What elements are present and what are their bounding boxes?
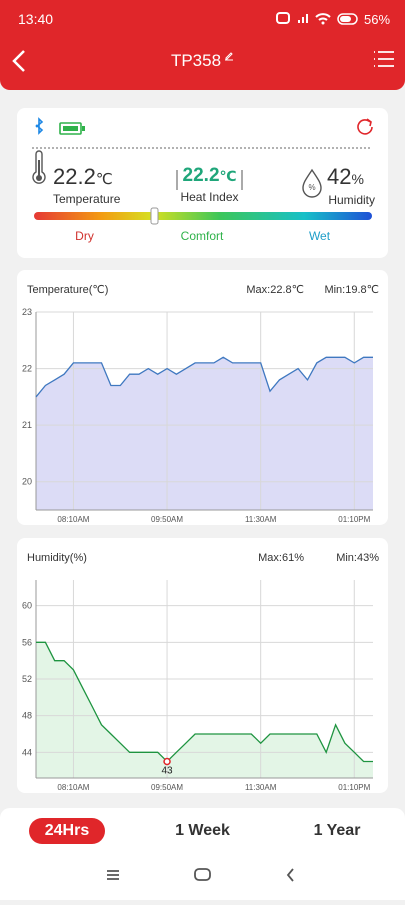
chart-title: Humidity(%) (27, 552, 87, 564)
y-tick-label: 23 (22, 307, 32, 317)
status-icons (276, 12, 358, 25)
x-tick-label: 08:10AM (57, 783, 89, 792)
humidity-card: Humidity(%) Max:61% Min:43% 44 48 52 56 60 08:10… (17, 538, 388, 793)
status-battery: 56% (364, 12, 391, 27)
y-tick-label: 22 (22, 364, 32, 374)
scale-dry: Dry (75, 229, 94, 243)
temperature-label: Temperature (53, 192, 121, 206)
x-tick-label: 01:10PM (338, 515, 370, 524)
summary-graphics: % (32, 117, 373, 225)
y-tick-label: 56 (22, 637, 32, 647)
y-tick-label: 44 (22, 747, 32, 757)
annotation-label: 43 (161, 766, 173, 777)
chart-title: Temperature(℃) (27, 284, 108, 296)
temperature-reading: 22.2℃ (53, 164, 113, 190)
tab-1-year[interactable]: 1 Year (313, 822, 361, 839)
heat-index-label: Heat Index (180, 190, 239, 204)
edit-icon[interactable] (224, 51, 234, 61)
y-tick-label: 20 (22, 477, 32, 487)
header: 13:40 56% TP358 (0, 0, 405, 90)
tab-24hrs[interactable]: 24Hrs (29, 818, 105, 844)
temperature-chart: Temperature(℃) Max:22.8℃ Min:19.8℃ 20 21 22 23… (22, 284, 379, 524)
temperature-card: Temperature(℃) Max:22.8℃ Min:19.8℃ 20 21 22 23… (17, 270, 388, 525)
temperature-value: 22.2 (53, 164, 96, 189)
heat-index-value: 22.2 (182, 165, 220, 186)
range-tabs: 24Hrs 1 Week 1 Year (0, 808, 405, 856)
device-title: TP358 (0, 51, 405, 71)
area (36, 642, 373, 778)
min-label: Min:19.8℃ (324, 284, 379, 296)
x-tick-label: 11:30AM (245, 783, 277, 792)
status-time: 13:40 (18, 11, 54, 27)
back-button[interactable] (8, 48, 30, 74)
max-label: Max:61% (258, 552, 304, 564)
x-tick-label: 01:10PM (338, 783, 370, 792)
humidity-chart: Humidity(%) Max:61% Min:43% 44 48 52 56 60 08:10… (22, 552, 379, 792)
min-label: Min:43% (336, 552, 379, 564)
annotation-marker (163, 757, 171, 766)
y-tick-label: 48 (22, 711, 32, 721)
max-label: Max:22.8℃ (246, 284, 304, 296)
humidity-value: 42 (327, 164, 352, 189)
area (36, 357, 373, 510)
heat-index-reading: 22.2℃ (162, 165, 257, 187)
humidity-label: Humidity (328, 193, 375, 207)
heat-index-unit: ℃ (219, 168, 237, 184)
y-tick-label: 52 (22, 674, 32, 684)
title-text: TP358 (170, 51, 222, 70)
y-tick-label: 21 (22, 420, 32, 430)
y-tick-label: 60 (22, 601, 32, 611)
x-tick-label: 08:10AM (57, 515, 89, 524)
x-tick-label: 09:50AM (151, 783, 183, 792)
data-line (35, 356, 373, 398)
nav-bar (0, 856, 405, 900)
scale-wet: Wet (308, 229, 331, 243)
humidity-unit: % (351, 171, 364, 187)
data-line (36, 641, 373, 763)
humidity-reading: 42% (327, 164, 364, 190)
tab-1-week[interactable]: 1 Week (175, 822, 230, 839)
x-tick-label: 09:50AM (151, 515, 183, 524)
menu-button[interactable] (373, 49, 395, 69)
svg-text:%: % (308, 183, 315, 192)
scale-comfort: Comfort (180, 229, 224, 243)
temperature-unit: ℃ (95, 171, 113, 188)
nav-icons (107, 868, 294, 882)
x-tick-label: 11:30AM (245, 515, 277, 524)
summary-card: % 22.2℃ Temperature 22.2℃ Heat Index 42%… (17, 108, 388, 258)
